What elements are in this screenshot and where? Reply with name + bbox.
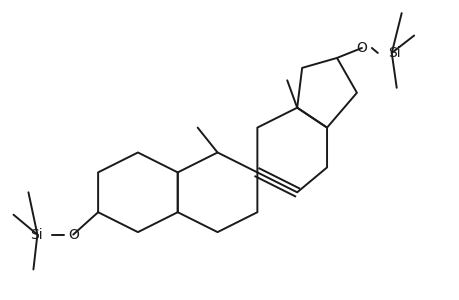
Text: Si: Si xyxy=(30,228,42,242)
Text: O: O xyxy=(356,41,367,55)
Text: O: O xyxy=(67,228,78,242)
Text: Si: Si xyxy=(387,46,399,60)
